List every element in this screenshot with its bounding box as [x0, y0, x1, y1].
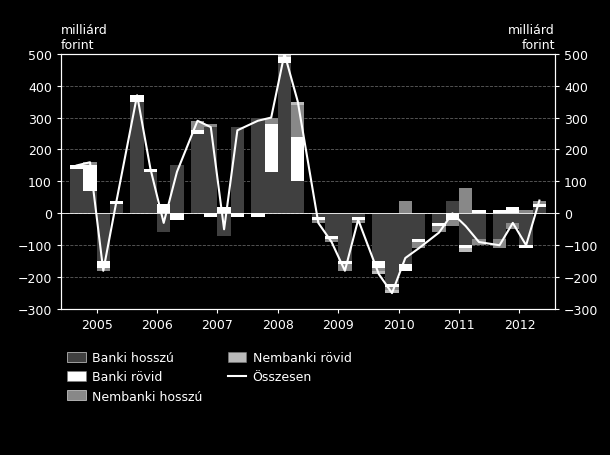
Bar [493, 239, 506, 249]
Bar [372, 262, 386, 268]
Bar [144, 172, 157, 214]
Bar [339, 265, 351, 271]
Bar [110, 201, 123, 204]
Bar [265, 172, 278, 214]
Bar [412, 239, 425, 243]
Bar [506, 214, 520, 223]
Bar [386, 290, 399, 293]
Bar [432, 223, 446, 227]
Bar [170, 214, 184, 220]
Bar [386, 287, 399, 290]
Bar [412, 214, 425, 239]
Bar [533, 204, 546, 207]
Bar [520, 246, 533, 249]
Bar [506, 223, 520, 230]
Bar [312, 220, 325, 223]
Bar [459, 249, 472, 252]
Bar [472, 214, 486, 239]
Text: milliárd
forint: milliárd forint [508, 24, 555, 52]
Bar [399, 214, 412, 265]
Bar [84, 166, 96, 192]
Bar [506, 207, 520, 214]
Bar [432, 214, 446, 223]
Bar [204, 128, 217, 214]
Bar [217, 214, 231, 236]
Bar [251, 118, 265, 214]
Bar [459, 214, 472, 246]
Bar [399, 265, 412, 271]
Bar [131, 102, 144, 214]
Bar [446, 220, 459, 227]
Bar [520, 211, 533, 214]
Legend: Banki hosszú, Banki rövid, Nembanki hosszú, Nembanki rövid, Összesen: Banki hosszú, Banki rövid, Nembanki hoss… [67, 351, 351, 403]
Text: milliárd
forint: milliárd forint [61, 24, 108, 52]
Bar [325, 236, 339, 239]
Bar [533, 207, 546, 214]
Bar [144, 169, 157, 172]
Bar [493, 214, 506, 239]
Bar [204, 214, 217, 217]
Bar [70, 169, 84, 214]
Bar [325, 214, 339, 236]
Bar [459, 246, 472, 249]
Bar [351, 214, 365, 217]
Bar [84, 192, 96, 214]
Bar [291, 106, 304, 137]
Bar [472, 239, 486, 246]
Bar [459, 188, 472, 214]
Bar [191, 121, 204, 131]
Bar [312, 217, 325, 220]
Bar [372, 214, 386, 262]
Bar [278, 58, 291, 64]
Bar [191, 131, 204, 134]
Bar [472, 211, 486, 214]
Bar [278, 64, 291, 214]
Bar [157, 214, 170, 233]
Bar [493, 211, 506, 214]
Bar [231, 214, 244, 217]
Bar [70, 166, 84, 169]
Bar [520, 214, 533, 246]
Bar [131, 96, 144, 102]
Bar [231, 128, 244, 214]
Bar [325, 239, 339, 243]
Bar [291, 137, 304, 182]
Bar [96, 262, 110, 268]
Bar [291, 182, 304, 214]
Bar [386, 214, 399, 284]
Bar [251, 214, 265, 217]
Bar [170, 166, 184, 214]
Bar [351, 217, 365, 220]
Bar [265, 125, 278, 172]
Bar [96, 214, 110, 262]
Bar [386, 284, 399, 287]
Bar [217, 207, 231, 214]
Bar [432, 227, 446, 233]
Bar [446, 201, 459, 214]
Bar [533, 201, 546, 204]
Bar [157, 204, 170, 214]
Bar [339, 214, 351, 262]
Bar [84, 163, 96, 166]
Bar [204, 125, 217, 128]
Bar [291, 102, 304, 106]
Bar [339, 262, 351, 265]
Bar [412, 243, 425, 249]
Bar [372, 268, 386, 271]
Bar [191, 134, 204, 214]
Bar [96, 268, 110, 271]
Bar [312, 214, 325, 217]
Bar [446, 214, 459, 220]
Bar [265, 118, 278, 125]
Bar [278, 55, 291, 58]
Bar [351, 220, 365, 223]
Bar [110, 204, 123, 214]
Bar [399, 201, 412, 214]
Bar [372, 271, 386, 274]
